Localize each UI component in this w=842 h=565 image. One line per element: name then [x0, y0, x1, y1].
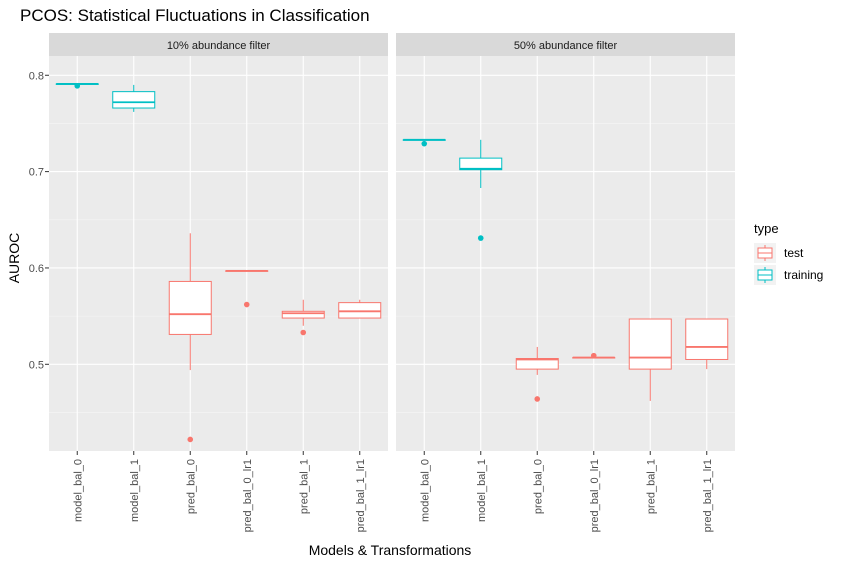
- x-tick-label: pred_bal_0_lr1: [242, 459, 254, 532]
- x-tick-label: pred_bal_0: [532, 459, 544, 514]
- x-tick-label: model_bal_1: [476, 459, 488, 522]
- legend-item-test: test: [754, 243, 804, 263]
- facet-strip: [49, 33, 388, 56]
- x-tick-label: model_bal_1: [129, 459, 141, 522]
- box-model_bal_0: [402, 138, 446, 147]
- box-model_bal_0: [55, 83, 99, 89]
- outlier-point: [421, 140, 428, 147]
- x-axis-title: Models & Transformations: [309, 542, 472, 558]
- outlier-point: [74, 83, 81, 89]
- facet-strip: [396, 33, 735, 56]
- x-tick-label: model_bal_0: [72, 459, 84, 522]
- box-pred_bal_1: [628, 318, 672, 401]
- box-body: [628, 318, 672, 370]
- facet-strip-label: 10% abundance filter: [167, 40, 271, 52]
- box-body: [338, 302, 382, 319]
- box-pred_bal_1: [281, 299, 325, 336]
- outlier-point: [534, 396, 541, 402]
- y-tick-label: 0.6: [29, 263, 44, 275]
- box-body: [281, 310, 325, 319]
- x-tick-label: pred_bal_1_lr1: [702, 459, 714, 532]
- box-pred_bal_1_lr1: [338, 299, 382, 319]
- y-tick-label: 0.5: [29, 359, 44, 371]
- box-model_bal_1: [459, 139, 503, 241]
- x-tick-label: pred_bal_1_lr1: [355, 459, 367, 532]
- legend: type test training: [754, 221, 823, 285]
- box-body: [515, 358, 559, 370]
- box-pred_bal_0: [168, 233, 212, 443]
- outlier-point: [590, 352, 597, 359]
- box-pred_bal_0: [515, 346, 559, 402]
- facet-strip-label: 50% abundance filter: [514, 40, 618, 52]
- legend-label: test: [784, 246, 804, 260]
- legend-item-training: training: [754, 265, 823, 285]
- box-body: [112, 91, 156, 109]
- x-tick-label: pred_bal_0_lr1: [589, 459, 601, 532]
- panel-background: [396, 56, 735, 451]
- y-axis-title: AUROC: [6, 233, 22, 284]
- y-tick-label: 0.7: [29, 167, 44, 179]
- outlier-point: [187, 436, 194, 443]
- panel-background: [49, 56, 388, 451]
- x-tick-label: model_bal_0: [419, 459, 431, 522]
- box-pred_bal_1_lr1: [685, 318, 729, 370]
- outlier-point: [243, 301, 250, 308]
- panels-layer: 0.5 0.6 0.7 0.8 10% abundance filter model_ba…: [29, 33, 735, 532]
- box-pred_bal_0_lr1: [225, 269, 269, 308]
- outlier-point: [300, 329, 307, 336]
- box-model_bal_1: [112, 84, 156, 112]
- y-tick-label: 0.8: [29, 70, 44, 82]
- x-tick-label: pred_bal_0: [185, 459, 197, 514]
- legend-title: type: [754, 221, 779, 236]
- box-body: [168, 280, 212, 335]
- outlier-point: [477, 235, 484, 241]
- chart-title: PCOS: Statistical Fluctuations in Classi…: [20, 6, 370, 25]
- box-body: [685, 318, 729, 360]
- legend-label: training: [784, 268, 823, 282]
- box-body: [459, 157, 503, 171]
- x-tick-label: pred_bal_1: [645, 459, 657, 514]
- x-tick-label: pred_bal_1: [298, 459, 310, 514]
- box-pred_bal_0_lr1: [572, 352, 616, 359]
